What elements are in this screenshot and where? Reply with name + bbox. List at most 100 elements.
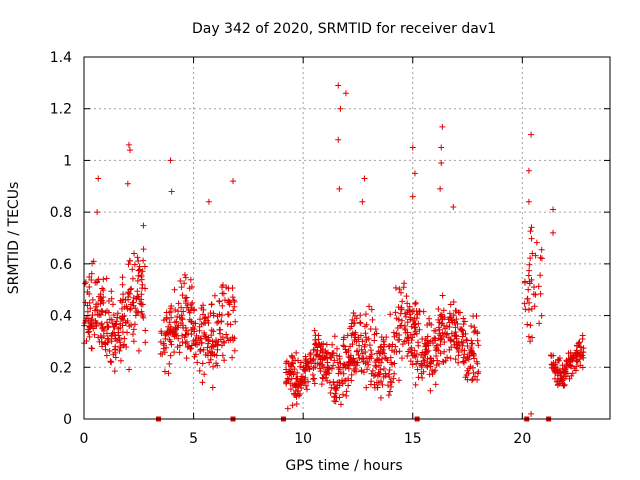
data-point xyxy=(214,346,221,353)
data-point xyxy=(88,317,95,324)
data-point xyxy=(362,311,369,318)
data-point xyxy=(120,296,127,303)
data-point xyxy=(126,257,133,264)
data-point xyxy=(409,350,416,357)
data-point xyxy=(117,297,124,304)
data-point xyxy=(387,311,394,318)
data-point xyxy=(98,320,105,327)
data-point xyxy=(297,363,304,370)
data-point xyxy=(230,297,237,304)
data-point xyxy=(371,337,378,344)
data-point xyxy=(426,320,433,327)
data-point xyxy=(302,374,309,381)
data-point xyxy=(406,303,413,310)
data-point xyxy=(215,318,222,325)
data-point xyxy=(461,318,468,325)
data-point xyxy=(357,320,364,327)
data-point xyxy=(548,364,555,371)
data-point xyxy=(229,294,236,301)
data-point xyxy=(129,331,136,338)
data-point xyxy=(438,320,445,327)
data-point xyxy=(468,323,475,330)
data-point xyxy=(378,334,385,341)
data-point xyxy=(303,386,310,393)
data-point xyxy=(401,280,408,287)
data-point xyxy=(125,261,132,268)
data-point xyxy=(328,354,335,361)
data-point xyxy=(377,394,384,401)
data-point xyxy=(451,319,458,326)
data-point xyxy=(464,337,471,344)
data-point xyxy=(297,382,304,389)
data-point xyxy=(398,304,405,311)
data-point xyxy=(334,359,341,366)
data-point xyxy=(379,381,386,388)
data-point xyxy=(460,331,467,338)
data-point xyxy=(467,363,474,370)
data-point xyxy=(311,380,318,387)
data-point xyxy=(188,345,195,352)
data-point xyxy=(522,306,529,313)
data-point xyxy=(537,272,544,279)
data-point xyxy=(568,363,575,370)
data-point xyxy=(385,392,392,399)
data-point xyxy=(117,339,124,346)
data-point xyxy=(172,306,179,313)
data-point xyxy=(455,309,462,316)
data-point xyxy=(306,366,313,373)
data-point xyxy=(218,342,225,349)
data-point xyxy=(191,326,198,333)
data-point xyxy=(382,370,389,377)
data-point xyxy=(289,360,296,367)
data-point xyxy=(372,371,379,378)
data-point xyxy=(428,358,435,365)
data-point xyxy=(367,347,374,354)
data-point xyxy=(330,362,337,369)
data-point xyxy=(82,280,89,287)
data-point xyxy=(385,371,392,378)
data-point xyxy=(438,160,445,167)
data-point xyxy=(407,311,414,318)
data-point xyxy=(474,376,481,383)
data-point xyxy=(463,372,470,378)
data-point xyxy=(211,292,218,299)
data-point xyxy=(81,319,88,326)
data-point xyxy=(528,305,535,312)
data-point xyxy=(441,348,448,355)
data-point xyxy=(224,321,231,328)
data-point xyxy=(300,364,307,371)
data-point xyxy=(205,340,212,347)
data-point xyxy=(391,370,398,377)
data-point xyxy=(219,352,226,359)
data-point xyxy=(307,350,314,357)
data-point xyxy=(97,297,104,304)
data-point xyxy=(402,329,409,336)
data-point xyxy=(439,292,446,299)
data-point xyxy=(579,352,586,359)
data-point xyxy=(208,301,215,308)
data-point xyxy=(561,366,568,373)
data-point xyxy=(418,364,425,371)
data-point xyxy=(131,321,138,328)
data-point xyxy=(372,326,379,333)
data-point xyxy=(138,272,145,279)
data-point xyxy=(377,366,384,373)
data-point xyxy=(333,345,340,352)
data-point xyxy=(345,382,352,389)
data-point xyxy=(323,341,330,348)
data-point xyxy=(411,170,418,177)
data-point xyxy=(458,327,465,334)
data-point xyxy=(128,321,135,328)
y-tick-label: 0 xyxy=(63,412,72,428)
data-point xyxy=(205,314,212,321)
data-point xyxy=(199,379,206,386)
x-tick-label: 15 xyxy=(404,431,422,447)
data-point xyxy=(197,316,204,323)
data-point xyxy=(401,325,408,332)
data-point xyxy=(339,380,346,387)
data-point xyxy=(538,255,545,262)
data-point xyxy=(432,381,439,388)
data-point xyxy=(472,327,479,334)
